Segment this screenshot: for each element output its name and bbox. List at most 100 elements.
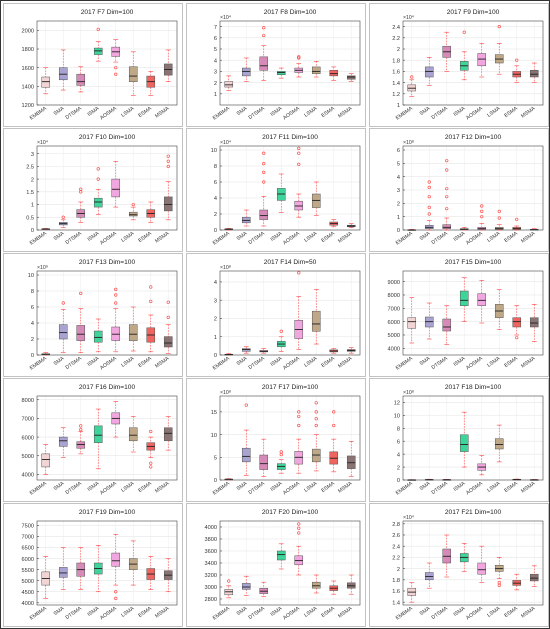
box-sma — [58, 427, 68, 458]
box-isma — [93, 545, 103, 593]
box-lsma — [128, 202, 138, 221]
y-tick-label: 8000 — [22, 398, 34, 404]
outlier-point — [166, 154, 170, 158]
outlier-point — [497, 216, 501, 220]
outlier-point — [114, 72, 118, 76]
y-tick-label: 1.6 — [392, 589, 400, 595]
x-tick-label: SMA — [236, 480, 249, 492]
x-tick-label: SMA — [236, 105, 249, 117]
box-aosma — [477, 43, 487, 78]
outlier-point — [166, 315, 170, 320]
y-tick-label: 2.8 — [392, 522, 400, 528]
box-embma — [41, 352, 51, 356]
outlier-point — [149, 285, 153, 289]
outlier-point — [427, 195, 431, 199]
outlier-point — [297, 414, 301, 419]
box-lsma — [128, 306, 138, 352]
y-tick-label: 6000 — [22, 557, 34, 563]
box-lsma — [311, 574, 321, 594]
outlier-point — [79, 291, 83, 296]
box-isma — [93, 27, 103, 62]
box-sma — [241, 209, 251, 227]
y-tick-label: 3800 — [205, 537, 217, 543]
iqr-box — [311, 310, 321, 332]
y-tick-label: 12 — [394, 401, 400, 407]
iqr-box — [459, 434, 469, 452]
iqr-box — [311, 66, 321, 74]
box-lsma — [494, 424, 504, 463]
y-tick-label: 1.8 — [392, 58, 400, 64]
outlier-point — [297, 522, 301, 526]
box-aosma — [111, 401, 121, 438]
y-tick-label: 6 — [397, 148, 400, 154]
axes-box — [36, 145, 178, 231]
y-tick-label: 4 — [214, 280, 217, 286]
y-tick-label: 0 — [214, 478, 217, 484]
box-embma — [407, 479, 417, 481]
axes-box — [36, 20, 178, 106]
outlier-point — [262, 151, 266, 155]
outlier-point — [297, 55, 301, 59]
outlier-point — [515, 336, 519, 340]
panel-frame — [186, 503, 366, 627]
outlier-point — [480, 209, 484, 213]
outlier-point — [114, 293, 118, 297]
axes-box — [219, 270, 361, 356]
box-esma — [512, 573, 522, 591]
y-tick-label: 0 — [397, 228, 400, 234]
y-tick-label: 8 — [397, 427, 400, 433]
outlier-point — [96, 167, 100, 171]
y-tick-label: 5500 — [22, 568, 34, 574]
iqr-box — [41, 453, 51, 468]
outlier-point — [332, 423, 336, 428]
box-msma — [346, 574, 356, 595]
x-tick-label: SMA — [236, 355, 249, 367]
y-tick-label: 1.4 — [392, 81, 400, 87]
outlier-point — [114, 66, 118, 70]
outlier-point — [114, 590, 118, 594]
iqr-box — [329, 70, 339, 77]
box-embma — [41, 556, 51, 599]
outlier-point — [166, 164, 170, 168]
outlier-point — [445, 195, 449, 199]
y-tick-label: 2 — [397, 567, 400, 573]
y-tick-label: 5000 — [22, 579, 34, 585]
box-lsma — [128, 540, 138, 586]
y-tick-label: 0.5 — [26, 215, 34, 221]
panel-title: 2017 F12 Dim=100 — [445, 134, 502, 141]
iqr-box — [41, 76, 51, 88]
y-tick-label: 4000 — [205, 525, 217, 531]
box-isma — [459, 227, 469, 231]
outlier-point — [314, 417, 318, 421]
x-tick-label: SMA — [53, 355, 66, 367]
y-tick-label: 10 — [211, 433, 217, 439]
iqr-box — [58, 324, 68, 340]
outlier-point — [314, 401, 318, 405]
box-dtsma — [76, 66, 86, 93]
outlier-point — [96, 27, 100, 32]
box-esma — [146, 556, 156, 590]
outlier-point — [445, 207, 449, 211]
outlier-point — [114, 287, 118, 292]
axis-multiplier: ×10⁸ — [403, 140, 414, 146]
box-dtsma — [442, 479, 452, 481]
outlier-point — [262, 170, 266, 175]
panel-title: 2017 F14 Dim=50 — [264, 259, 317, 266]
axes-box — [402, 20, 544, 106]
box-esma — [146, 285, 156, 353]
y-tick-label: 3200 — [205, 573, 217, 579]
y-tick-label: 1 — [397, 103, 400, 109]
iqr-box — [477, 53, 487, 67]
axis-multiplier: ×10⁴ — [403, 15, 414, 21]
iqr-box — [111, 178, 121, 198]
outlier-point — [445, 187, 449, 191]
y-tick-label: 2 — [397, 202, 400, 208]
y-tick-label: 5000 — [388, 333, 400, 339]
box-aosma — [111, 39, 121, 76]
outlier-point — [297, 271, 301, 275]
box-msma — [163, 558, 173, 593]
